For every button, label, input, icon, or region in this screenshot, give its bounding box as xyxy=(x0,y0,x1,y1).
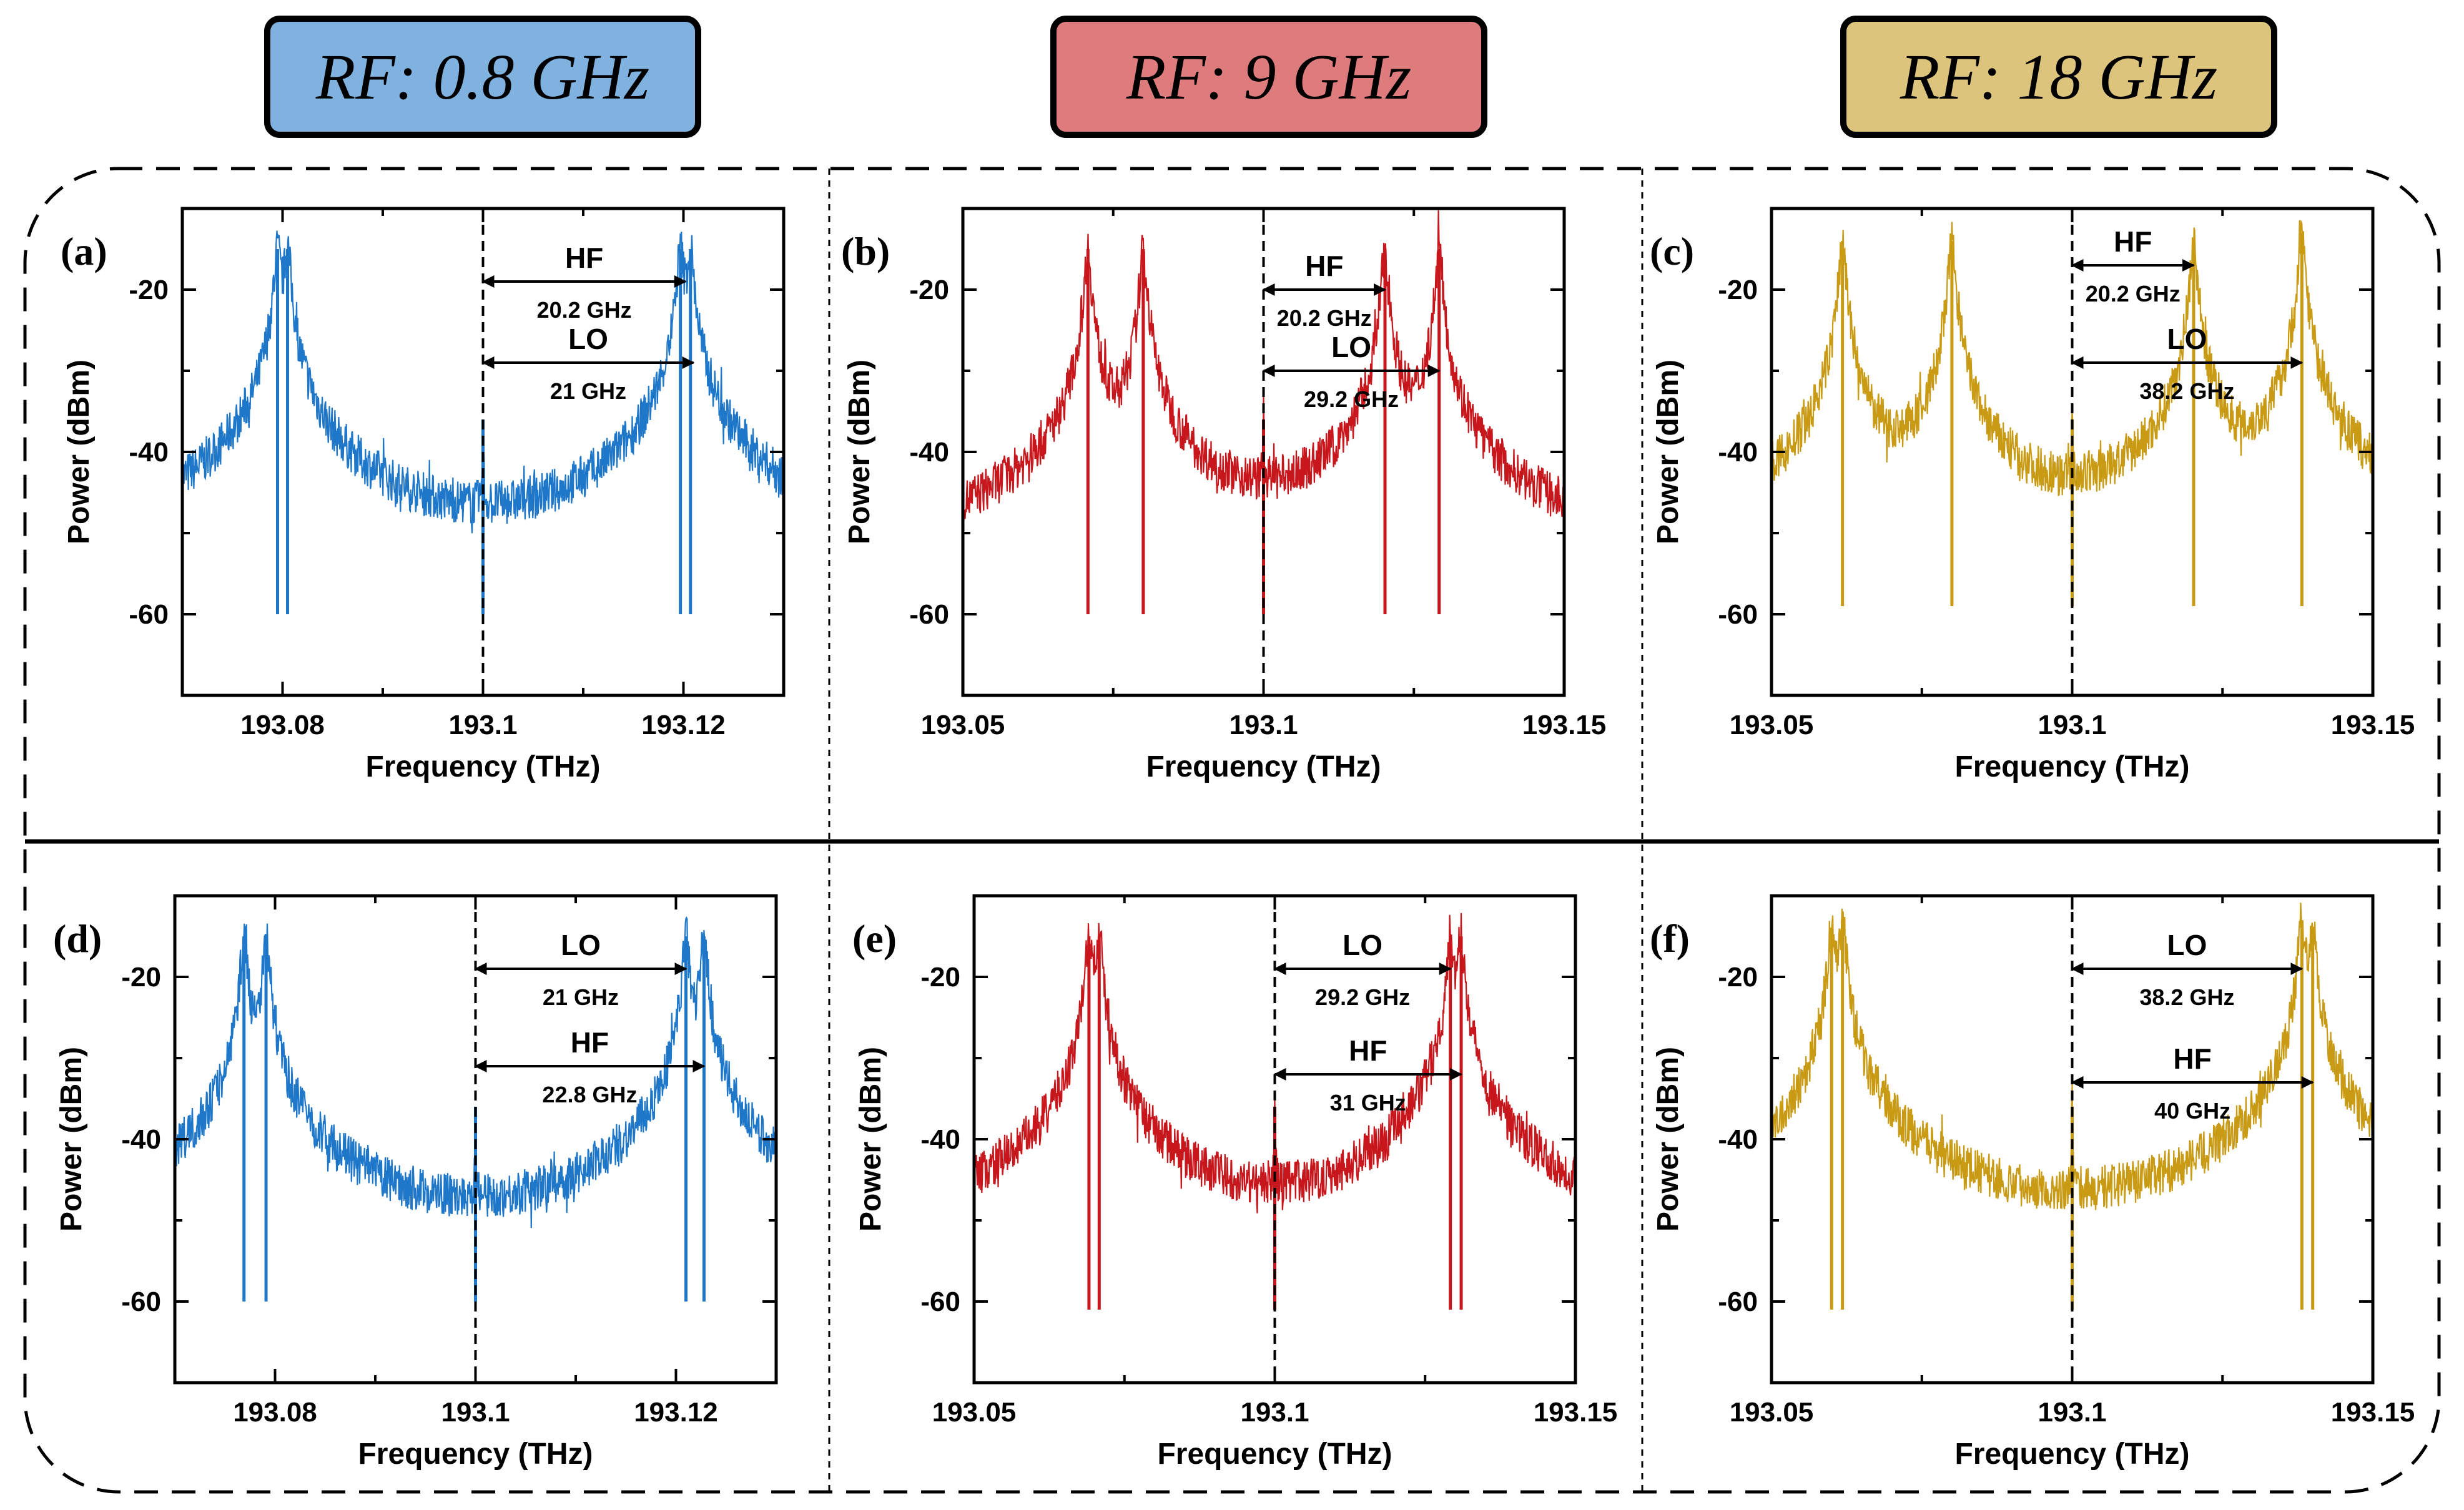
annotation-value: 29.2 GHz xyxy=(1315,984,1410,1010)
y-tick-label: -40 xyxy=(920,1124,960,1155)
rf-box-2: RF: 18 GHz xyxy=(1840,16,2277,138)
annotation-label: LO xyxy=(1331,331,1371,363)
annotation-label: LO xyxy=(1343,929,1382,961)
x-axis-title: Frequency (THz) xyxy=(1146,750,1381,783)
annotation-label: LO xyxy=(2167,929,2207,961)
annotation-value: 20.2 GHz xyxy=(1277,305,1372,331)
rf-box-1-background xyxy=(1050,16,1487,138)
y-tick-label: -60 xyxy=(920,1287,960,1317)
y-tick-label: -60 xyxy=(1718,599,1758,630)
rf-box-1: RF: 9 GHz xyxy=(1050,16,1487,138)
y-tick-label: -20 xyxy=(121,962,161,993)
panels: 193.08 193.1 193.12 -20 -40 -60 Frequency (THz… xyxy=(53,207,2415,1471)
x-tick-label: 193.15 xyxy=(1534,1397,1618,1428)
y-tick-label: -60 xyxy=(909,599,949,630)
y-tick-label: -20 xyxy=(920,962,960,993)
annotation-value: 38.2 GHz xyxy=(2139,378,2234,404)
y-tick-label: -60 xyxy=(121,1287,161,1317)
y-axis-title: Power (dBm) xyxy=(843,360,876,544)
chart-panel-5: 193.05 193.1 193.15 -20 -40 -60 Frequency (THz… xyxy=(1650,894,2415,1471)
chart-panel-2: 193.05 193.1 193.15 -20 -40 -60 Frequency (THz… xyxy=(1650,207,2415,783)
annotation-label: HF xyxy=(1305,250,1343,282)
x-axis-title: Frequency (THz) xyxy=(365,750,600,783)
annotation-label: HF xyxy=(2173,1042,2211,1075)
annotation-value: 21 GHz xyxy=(543,984,619,1010)
outer-dashed-frame xyxy=(23,167,2441,1494)
annotation-label: HF xyxy=(2114,225,2152,258)
chart-panel-4: 193.05 193.1 193.15 -20 -40 -60 Frequency (THz… xyxy=(852,894,1618,1471)
x-tick-label: 193.05 xyxy=(1730,710,1814,740)
annotation-label: LO xyxy=(2167,323,2207,355)
rf-box-2-background xyxy=(1840,16,2277,138)
rf-box-1-label: RF: 9 GHz xyxy=(1126,41,1411,113)
x-axis-title: Frequency (THz) xyxy=(1954,750,2189,783)
y-tick-label: -20 xyxy=(129,275,169,305)
x-tick-label: 193.1 xyxy=(2038,1397,2106,1428)
x-tick-label: 193.12 xyxy=(634,1397,718,1428)
y-tick-label: -40 xyxy=(1718,437,1758,468)
annotation-value: 21 GHz xyxy=(550,378,626,404)
chart-panel-1: 193.05 193.1 193.15 -20 -40 -60 Frequency (THz… xyxy=(841,207,1607,783)
panel-label: (f) xyxy=(1650,916,1690,961)
annotation-value: 20.2 GHz xyxy=(537,297,632,323)
annotation-label: LO xyxy=(568,323,608,355)
y-tick-label: -20 xyxy=(1718,962,1758,993)
y-tick-label: -40 xyxy=(1718,1124,1758,1155)
y-axis-title: Power (dBm) xyxy=(1652,360,1685,544)
x-tick-label: 193.05 xyxy=(921,710,1005,740)
chart-panel-3: 193.08 193.1 193.12 -20 -40 -60 Frequency (THz… xyxy=(53,894,778,1471)
panel-label: (a) xyxy=(61,229,107,273)
annotation-value: 38.2 GHz xyxy=(2139,984,2234,1010)
annotation-value: 31 GHz xyxy=(1330,1090,1406,1115)
rf-box-0: RF: 0.8 GHz xyxy=(264,16,701,138)
annotation-label: LO xyxy=(561,929,601,961)
x-tick-label: 193.12 xyxy=(641,710,726,740)
annotation-value: 22.8 GHz xyxy=(542,1082,637,1107)
y-tick-label: -40 xyxy=(121,1124,161,1155)
chart-panel-0: 193.08 193.1 193.12 -20 -40 -60 Frequency (THz… xyxy=(61,207,786,783)
annotation-label: HF xyxy=(571,1026,609,1059)
x-axis-title: Frequency (THz) xyxy=(1954,1438,2189,1471)
x-tick-label: 193.1 xyxy=(441,1397,510,1428)
y-tick-label: -20 xyxy=(1718,275,1758,305)
x-tick-label: 193.15 xyxy=(2331,710,2415,740)
panel-label: (d) xyxy=(53,916,102,961)
panel-label: (b) xyxy=(841,229,890,273)
y-axis-title: Power (dBm) xyxy=(1652,1047,1685,1232)
y-tick-label: -60 xyxy=(1718,1287,1758,1317)
y-axis-title: Power (dBm) xyxy=(62,360,96,544)
rf-box-0-label: RF: 0.8 GHz xyxy=(315,41,649,113)
x-tick-label: 193.05 xyxy=(1730,1397,1814,1428)
x-axis-title: Frequency (THz) xyxy=(358,1438,593,1471)
y-tick-label: -40 xyxy=(909,437,949,468)
y-axis-title: Power (dBm) xyxy=(55,1047,88,1232)
x-tick-label: 193.1 xyxy=(1229,710,1298,740)
rf-box-0-background xyxy=(264,16,701,138)
annotation-value: 40 GHz xyxy=(2154,1098,2230,1124)
annotation-value: 20.2 GHz xyxy=(2086,281,2181,306)
x-tick-label: 193.15 xyxy=(2331,1397,2415,1428)
rf-box-2-label: RF: 18 GHz xyxy=(1900,41,2217,113)
y-tick-label: -20 xyxy=(909,275,949,305)
y-tick-label: -60 xyxy=(129,599,169,630)
x-tick-label: 193.08 xyxy=(240,710,325,740)
x-tick-label: 193.1 xyxy=(1240,1397,1309,1428)
y-tick-label: -40 xyxy=(129,437,169,468)
panel-label: (e) xyxy=(852,916,897,961)
panel-label: (c) xyxy=(1650,229,1694,273)
annotation-label: HF xyxy=(1349,1034,1387,1067)
annotation-label: HF xyxy=(565,242,603,274)
x-tick-label: 193.1 xyxy=(448,710,517,740)
annotation-value: 29.2 GHz xyxy=(1304,386,1399,412)
x-tick-label: 193.1 xyxy=(2038,710,2106,740)
x-tick-label: 193.15 xyxy=(1522,710,1607,740)
x-tick-label: 193.05 xyxy=(932,1397,1017,1428)
y-axis-title: Power (dBm) xyxy=(854,1047,887,1232)
x-tick-label: 193.08 xyxy=(233,1397,317,1428)
x-axis-title: Frequency (THz) xyxy=(1157,1438,1392,1471)
